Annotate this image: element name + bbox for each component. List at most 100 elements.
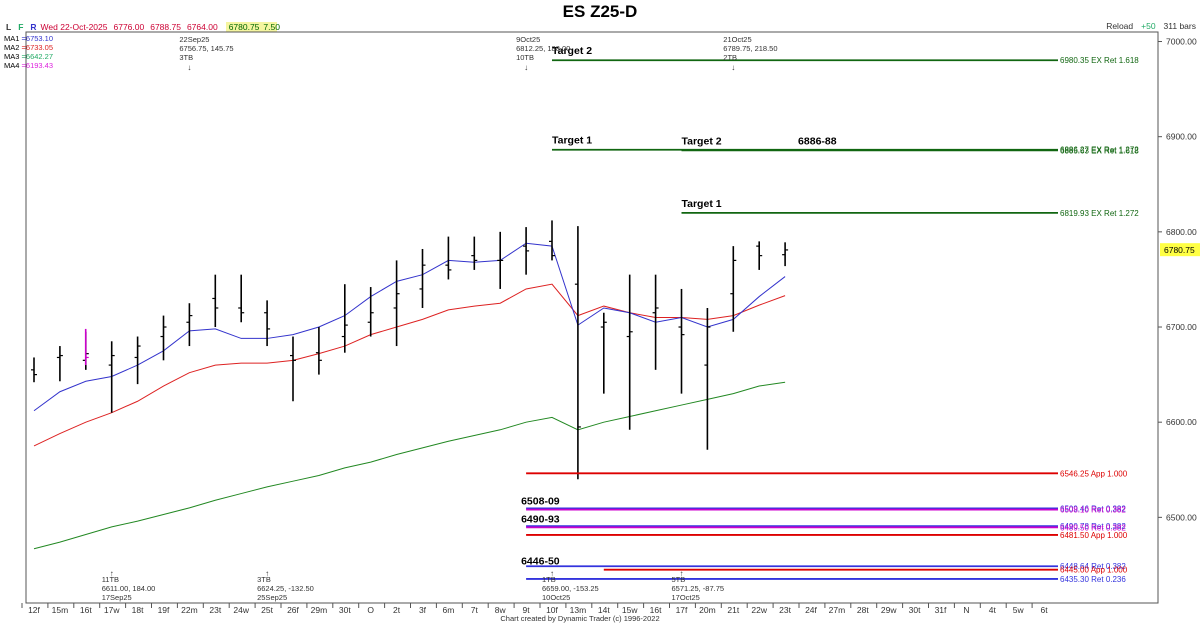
level-label: 6886.27 EX Ret 1.272 [1060, 146, 1139, 155]
top-bar: L F R Wed 22-Oct-2025 6776.00 6788.75 67… [0, 0, 1200, 32]
x-tick-label: 21t [727, 605, 739, 615]
quote-last: 6780.75 [225, 21, 278, 32]
x-tick-label: 26f [287, 605, 299, 615]
flag-l[interactable]: L [6, 21, 12, 32]
y-tick-label: 6600.00 [1166, 417, 1197, 427]
down-arrow-icon: ↓ [187, 63, 191, 72]
top-right-controls: Reload +50 311 bars [1106, 21, 1196, 31]
plus-bars-button[interactable]: +50 [1141, 21, 1156, 31]
chart-credit: Chart created by Dynamic Trader (c) 1996… [500, 614, 660, 623]
x-tick-label: 15w [622, 605, 638, 615]
quote-low: 6764.00 [186, 21, 218, 32]
up-arrow-icon: ↑ [680, 569, 684, 578]
target-label: Target 2 [682, 135, 722, 147]
quote-change: 7.50 [263, 21, 280, 32]
zone-label: 6490-93 [521, 513, 560, 525]
swing-low-annotation: 6611.00, 184.00 [102, 584, 156, 593]
level-label: 6819.93 EX Ret 1.272 [1060, 209, 1139, 218]
quote-open: 6776.00 [113, 21, 145, 32]
x-tick-label: 16t [650, 605, 662, 615]
y-tick-label: 6500.00 [1166, 512, 1197, 522]
x-tick-label: 23t [209, 605, 221, 615]
x-tick-label: 4t [989, 605, 997, 615]
x-tick-label: 28t [857, 605, 869, 615]
y-tick-label: 7000.00 [1166, 37, 1197, 47]
x-tick-label: 6m [442, 605, 454, 615]
x-tick-label: 15m [52, 605, 69, 615]
x-tick-label: 24f [805, 605, 817, 615]
zone-label: 6446-50 [521, 556, 560, 568]
ma3-value: =6642.27 [21, 52, 54, 61]
level-label: 6448.64 Ret 0.382 [1060, 562, 1126, 571]
x-tick-label: 24w [233, 605, 249, 615]
swing-high-annotation: 21Oct25 [723, 35, 751, 44]
level-label: 6885.63 EX Ret 1.618 [1060, 146, 1139, 155]
swing-low-annotation: 3TB [257, 575, 271, 584]
y-tick-label: 6900.00 [1166, 132, 1197, 142]
x-tick-label: 7t [471, 605, 479, 615]
ma1-value: =6753.10 [21, 34, 54, 43]
swing-low-annotation: 25Sep25 [257, 593, 287, 602]
target-label: Target 2 [552, 45, 592, 57]
target-label: 6886-88 [798, 135, 837, 147]
flag-f[interactable]: F [18, 21, 24, 32]
x-tick-label: 3f [419, 605, 427, 615]
swing-high-annotation: 3TB [179, 53, 193, 62]
x-tick-label: 6t [1041, 605, 1049, 615]
reload-button[interactable]: Reload [1106, 21, 1134, 31]
y-tick-label: 6700.00 [1166, 322, 1197, 332]
level-label: 6980.35 EX Ret 1.618 [1060, 56, 1139, 65]
swing-low-annotation: 17Sep25 [102, 593, 132, 602]
x-tick-label: 30t [909, 605, 921, 615]
down-arrow-icon: ↓ [524, 63, 528, 72]
y-tick-label: 6800.00 [1166, 227, 1197, 237]
swing-low-annotation: 6659.00, -153.25 [542, 584, 599, 593]
x-tick-label: 14t [598, 605, 610, 615]
swing-low-annotation: 5TB [672, 575, 686, 584]
swing-low-annotation: 6571.25, -87.75 [672, 584, 725, 593]
last-price-label: 6780.75 [1164, 245, 1195, 255]
swing-high-annotation: 9Oct25 [516, 35, 540, 44]
level-label: 6435.30 Ret 0.236 [1060, 575, 1126, 584]
x-tick-label: 25t [261, 605, 273, 615]
up-arrow-icon: ↑ [550, 569, 554, 578]
flag-r[interactable]: R [30, 21, 37, 32]
x-tick-label: 22w [751, 605, 767, 615]
x-tick-label: 20m [699, 605, 716, 615]
up-arrow-icon: ↑ [110, 569, 114, 578]
plot-frame [25, 31, 1159, 604]
x-tick-label: 9t [523, 605, 531, 615]
x-tick-label: 2t [393, 605, 401, 615]
ma4-row: MA4 =6193.43 [4, 61, 54, 70]
level-label: 6508.10 Ret 0.382 [1060, 506, 1126, 515]
target-label: Target 1 [552, 135, 592, 147]
swing-low-annotation: 10Oct25 [542, 593, 570, 602]
x-tick-label: 17f [676, 605, 688, 615]
swing-low-annotation: 6624.25, -132.50 [257, 584, 314, 593]
ma3-row: MA3 =6642.27 [4, 52, 54, 61]
x-tick-label: 27m [829, 605, 846, 615]
swing-high-annotation: 6756.75, 145.75 [179, 44, 233, 53]
last-price-tag [1160, 243, 1200, 257]
level-label: 6445.00 App 1.000 [1060, 566, 1128, 575]
swing-high-annotation: 6812.25, 188.00 [516, 44, 570, 53]
x-tick-label: 17w [104, 605, 120, 615]
ma1-row: MA1 =6753.10 [4, 34, 54, 43]
target-label: Target 1 [682, 198, 722, 210]
level-label: 6489.50 Ret 0.382 [1060, 523, 1126, 532]
ma2-value: =6733.05 [21, 43, 54, 52]
level-label: 6546.25 App 1.000 [1060, 469, 1128, 478]
down-arrow-icon: ↓ [731, 63, 735, 72]
x-tick-label: O [367, 605, 374, 615]
swing-low-annotation: 17Oct25 [672, 593, 700, 602]
level-label: 6509.46 Ret 0.382 [1060, 504, 1126, 513]
zone-label: 6508-09 [521, 496, 560, 508]
x-tick-label: 12f [28, 605, 40, 615]
level-label: 6490.78 Ret 0.382 [1060, 522, 1126, 531]
swing-high-annotation: 2TB [723, 53, 737, 62]
bar-count: 311 bars [1163, 21, 1196, 31]
swing-high-annotation: 22Sep25 [179, 35, 209, 44]
x-tick-label: 23t [779, 605, 791, 615]
x-tick-label: 31f [935, 605, 947, 615]
